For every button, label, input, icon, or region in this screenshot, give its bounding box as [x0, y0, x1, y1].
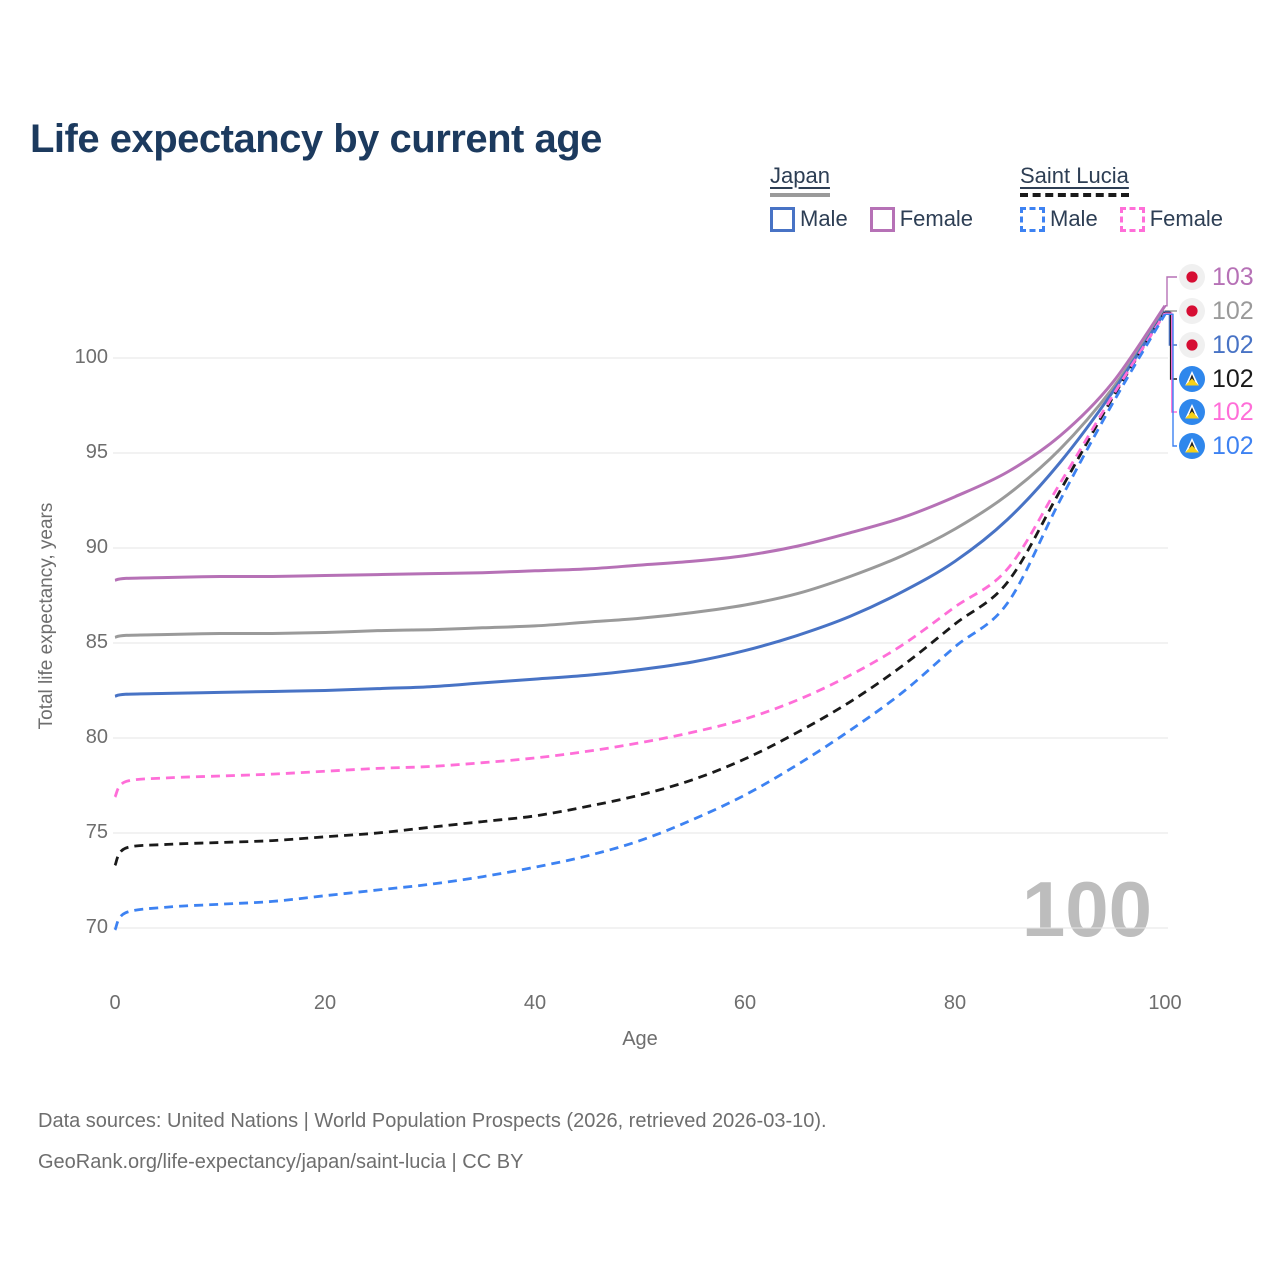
- y-tick-90: 90: [85, 536, 108, 558]
- end-value-saint-lucia-female: 102: [1212, 397, 1254, 426]
- end-label-saint-lucia-male: 102: [1179, 430, 1254, 462]
- legend-country-japan[interactable]: Japan: [770, 163, 830, 188]
- y-tick-85: 85: [85, 631, 108, 653]
- leader-line-japan-female: [1165, 276, 1177, 307]
- end-label-japan-all: 102: [1179, 295, 1254, 327]
- legend-swatch-saint-lucia-male: [1020, 206, 1045, 232]
- legend-swatch-japan-male: [770, 206, 795, 232]
- legend-group-japan: Japan Male Female: [770, 163, 995, 232]
- footer-attribution: GeoRank.org/life-expectancy/japan/saint-…: [38, 1151, 524, 1173]
- end-value-saint-lucia-male: 102: [1212, 431, 1254, 460]
- legend-swatch-japan-female: [869, 206, 895, 232]
- japan-flag-icon: [1179, 298, 1205, 324]
- saint-lucia-flag-icon: [1179, 399, 1205, 425]
- end-label-saint-lucia-female: 102: [1179, 396, 1254, 428]
- end-label-japan-male: 102: [1179, 329, 1254, 361]
- x-tick-0: 0: [109, 992, 121, 1014]
- legend-label-saint-lucia-female: Female: [1149, 206, 1224, 231]
- y-tick-75: 75: [85, 821, 108, 843]
- end-value-saint-lucia-all: 102: [1212, 364, 1254, 393]
- footer-sources: Data sources: United Nations | World Pop…: [38, 1110, 827, 1132]
- legend-item-saint-lucia-male[interactable]: Male: [1020, 206, 1098, 232]
- leader-line-saint-lucia-all: [1165, 311, 1177, 380]
- japan-flag-icon: [1179, 332, 1205, 358]
- y-tick-100: 100: [74, 346, 108, 368]
- legend-label-saint-lucia-male: Male: [1050, 206, 1098, 231]
- line-japan-female[interactable]: [114, 304, 1167, 582]
- saint-lucia-flag-icon: [1179, 433, 1205, 459]
- end-label-japan-female: 103: [1179, 261, 1254, 293]
- x-tick-100: 100: [1148, 992, 1182, 1014]
- y-tick-70: 70: [85, 916, 108, 938]
- legend-linestyle-saint-lucia: [1020, 193, 1129, 197]
- line-saint-lucia-male[interactable]: [113, 313, 1167, 931]
- x-tick-80: 80: [943, 992, 967, 1014]
- legend-item-japan-male[interactable]: Male: [770, 206, 848, 232]
- x-tick-40: 40: [523, 992, 547, 1014]
- saint-lucia-flag-icon: [1179, 366, 1205, 392]
- end-value-japan-all: 102: [1212, 296, 1254, 325]
- japan-flag-icon: [1179, 264, 1205, 290]
- legend-item-saint-lucia-female[interactable]: Female: [1119, 206, 1224, 232]
- y-tick-80: 80: [85, 726, 108, 748]
- legend-country-saint-lucia[interactable]: Saint Lucia: [1020, 163, 1129, 188]
- end-label-saint-lucia-all: 102: [1179, 363, 1254, 395]
- end-value-japan-male: 102: [1212, 330, 1254, 359]
- legend-label-japan-male: Male: [800, 206, 848, 231]
- page-title: Life expectancy by current age: [30, 116, 602, 161]
- legend-item-japan-female[interactable]: Female: [869, 206, 974, 232]
- age-counter-watermark: 100: [1021, 865, 1152, 953]
- line-japan-all[interactable]: [114, 310, 1167, 639]
- x-axis-title: Age: [622, 1028, 658, 1050]
- leader-line-saint-lucia-female: [1165, 312, 1177, 413]
- legend-swatch-saint-lucia-female: [1119, 206, 1145, 232]
- end-value-japan-female: 103: [1212, 262, 1254, 291]
- line-saint-lucia-female[interactable]: [113, 312, 1167, 798]
- legend-linestyle-japan: [770, 193, 830, 197]
- legend-label-japan-female: Female: [899, 206, 974, 231]
- leader-line-saint-lucia-male: [1165, 313, 1177, 447]
- line-saint-lucia-all[interactable]: [113, 311, 1167, 867]
- y-tick-95: 95: [85, 441, 108, 463]
- legend-group-saint-lucia: Saint Lucia Male Female: [1020, 163, 1245, 232]
- y-axis-title: Total life expectancy, years: [36, 502, 57, 730]
- x-tick-60: 60: [733, 992, 757, 1014]
- line-japan-male[interactable]: [114, 310, 1167, 698]
- x-tick-20: 20: [313, 992, 337, 1014]
